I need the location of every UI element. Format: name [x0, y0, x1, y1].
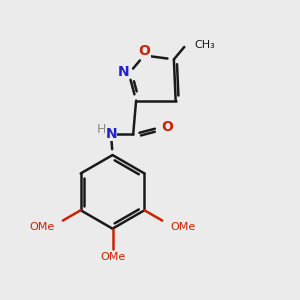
Text: N: N	[118, 65, 129, 79]
Text: H: H	[97, 123, 106, 136]
Text: O: O	[162, 120, 174, 134]
Text: OMe: OMe	[29, 222, 55, 232]
Text: N: N	[105, 128, 117, 141]
Text: OMe: OMe	[100, 252, 125, 262]
Text: O: O	[139, 44, 151, 58]
Text: CH₃: CH₃	[195, 40, 215, 50]
Text: OMe: OMe	[170, 222, 196, 232]
